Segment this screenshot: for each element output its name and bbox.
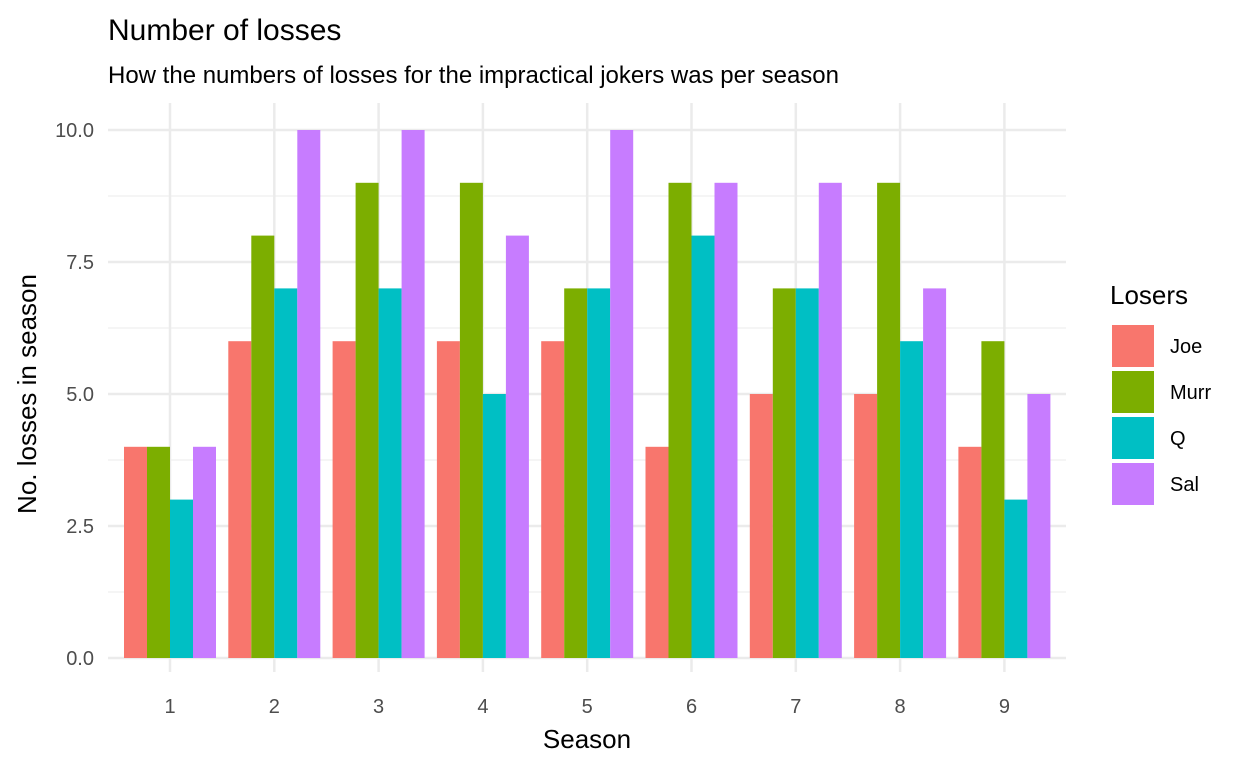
y-tick-label: 7.5	[66, 252, 94, 274]
legend-key-sal	[1112, 463, 1154, 505]
bar-joe-season-7	[749, 394, 773, 658]
bar-joe-season-3	[332, 341, 356, 658]
bar-sal-season-5	[610, 130, 634, 658]
bar-q-season-5	[587, 288, 611, 658]
chart-subtitle: How the numbers of losses for the imprac…	[108, 62, 839, 89]
bar-joe-season-1	[124, 446, 147, 658]
x-tick-label: 2	[269, 696, 280, 718]
x-tick-label: 3	[373, 696, 384, 718]
legend-label-q: Q	[1170, 428, 1186, 450]
legend-key-murr	[1112, 371, 1154, 413]
bar-sal-season-8	[923, 288, 947, 658]
bar-murr-season-3	[355, 182, 379, 659]
bar-sal-season-3	[401, 130, 425, 658]
bar-murr-season-8	[877, 182, 901, 659]
bar-joe-season-4	[436, 341, 460, 658]
bar-q-season-4	[482, 394, 506, 658]
bar-joe-season-6	[645, 446, 669, 658]
y-tick-label: 0.0	[66, 648, 94, 670]
y-axis-ticks: 0.0 2.5 5.0 7.5 10.0	[55, 120, 94, 670]
x-axis-ticks: 1 2 3 4 5 6 7 8 9	[164, 696, 1010, 718]
bar-q-season-6	[691, 235, 715, 658]
bar-joe-season-2	[228, 341, 252, 658]
bar-joe-season-8	[854, 394, 878, 658]
x-tick-label: 8	[895, 696, 906, 718]
bar-sal-season-7	[818, 182, 842, 659]
x-tick-label: 5	[582, 696, 593, 718]
bar-q-season-2	[274, 288, 298, 658]
bars	[124, 130, 1051, 659]
x-axis-title: Season	[543, 724, 631, 754]
bar-sal-season-1	[193, 446, 216, 658]
x-tick-label: 4	[477, 696, 488, 718]
legend-key-joe	[1112, 325, 1154, 367]
legend-title: Losers	[1110, 280, 1188, 310]
y-tick-label: 5.0	[66, 384, 94, 406]
y-tick-label: 2.5	[66, 516, 94, 538]
legend-label-murr: Murr	[1170, 382, 1211, 404]
bar-sal-season-2	[297, 130, 321, 658]
x-tick-label: 9	[999, 696, 1010, 718]
bar-murr-season-6	[668, 182, 692, 659]
bar-q-season-8	[900, 341, 924, 658]
bar-q-season-7	[795, 288, 819, 658]
bar-joe-season-5	[541, 341, 565, 658]
x-tick-label: 7	[790, 696, 801, 718]
bar-sal-season-9	[1027, 394, 1051, 658]
bar-murr-season-4	[459, 182, 483, 659]
bar-murr-season-9	[981, 341, 1005, 658]
y-tick-label: 10.0	[55, 120, 94, 142]
bar-q-season-3	[378, 288, 402, 658]
legend-label-sal: Sal	[1170, 474, 1199, 496]
bar-sal-season-4	[505, 235, 529, 658]
bar-joe-season-9	[958, 446, 982, 658]
bar-murr-season-1	[147, 446, 170, 658]
legend-label-joe: Joe	[1170, 336, 1202, 358]
x-tick-label: 1	[164, 696, 175, 718]
bar-q-season-1	[170, 499, 193, 658]
legend: Losers Joe Murr Q Sal	[1110, 280, 1211, 505]
bar-murr-season-5	[564, 288, 588, 658]
bar-q-season-9	[1004, 499, 1028, 658]
bar-murr-season-7	[772, 288, 796, 658]
chart-title: Number of losses	[108, 14, 341, 47]
y-axis-title: No. losses in season	[12, 274, 42, 514]
x-tick-label: 6	[686, 696, 697, 718]
bar-sal-season-6	[714, 182, 738, 659]
bar-murr-season-2	[251, 235, 275, 658]
legend-key-q	[1112, 417, 1154, 459]
